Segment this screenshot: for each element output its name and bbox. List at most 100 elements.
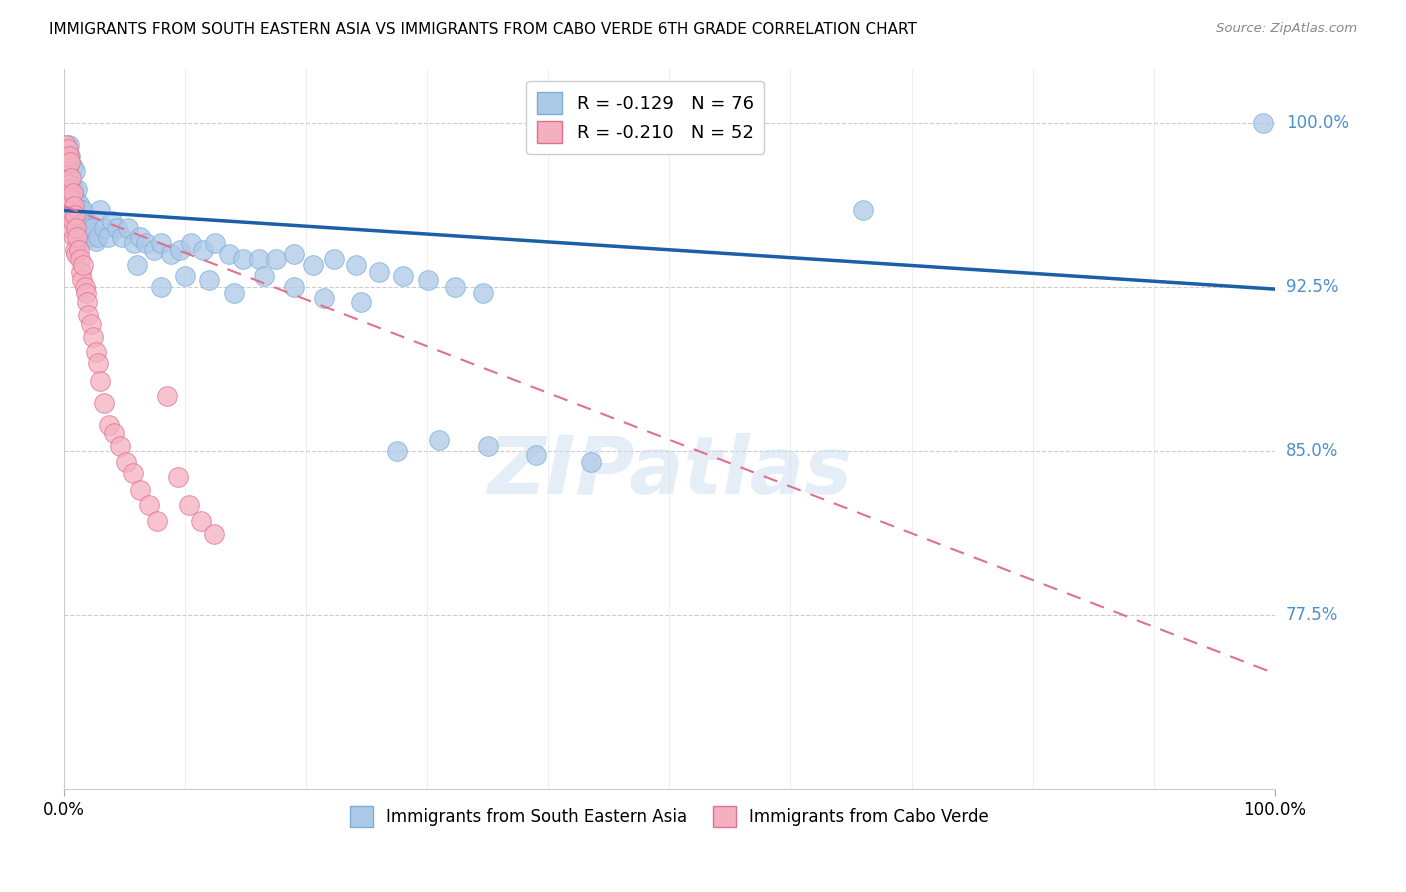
Text: 100.0%: 100.0% [1286, 114, 1348, 132]
Point [103, 426, 125, 441]
Point [63, 208, 86, 222]
Point [111, 229, 134, 244]
Point [427, 433, 450, 447]
Point [69, 252, 91, 266]
Point [97, 229, 120, 244]
Text: 77.5%: 77.5% [1286, 606, 1339, 624]
Point [55, 155, 77, 169]
Point [70, 265, 93, 279]
Point [283, 280, 305, 294]
Text: 92.5%: 92.5% [1286, 278, 1339, 296]
Point [124, 236, 146, 251]
Point [56, 164, 79, 178]
Point [1251, 116, 1274, 130]
Point [385, 443, 408, 458]
Point [58, 138, 80, 153]
Point [59, 181, 82, 195]
Point [59, 155, 82, 169]
Point [70, 203, 93, 218]
Point [60, 186, 83, 200]
Point [55, 138, 77, 153]
Text: IMMIGRANTS FROM SOUTH EASTERN ASIA VS IMMIGRANTS FROM CABO VERDE 6TH GRADE CORRE: IMMIGRANTS FROM SOUTH EASTERN ASIA VS IM… [49, 22, 917, 37]
Point [62, 193, 84, 207]
Point [62, 199, 84, 213]
Point [62, 203, 84, 218]
Point [247, 252, 270, 266]
Point [323, 252, 346, 266]
Point [66, 181, 89, 195]
Point [149, 236, 172, 251]
Point [63, 164, 86, 178]
Point [129, 483, 152, 497]
Point [53, 149, 76, 163]
Point [218, 247, 240, 261]
Point [477, 439, 499, 453]
Point [56, 160, 79, 174]
Point [149, 280, 172, 294]
Text: ZIPatlas: ZIPatlas [486, 434, 852, 511]
Point [174, 268, 197, 283]
Point [524, 448, 547, 462]
Point [62, 181, 84, 195]
Point [367, 265, 389, 279]
Point [82, 221, 104, 235]
Point [392, 268, 415, 283]
Point [180, 236, 202, 251]
Point [69, 236, 91, 251]
Point [166, 470, 188, 484]
Point [177, 498, 200, 512]
Point [444, 280, 467, 294]
Point [97, 417, 120, 432]
Point [82, 330, 104, 344]
Point [190, 514, 212, 528]
Point [80, 229, 103, 244]
Point [58, 199, 80, 213]
Point [159, 247, 181, 261]
Point [65, 247, 87, 261]
Point [59, 149, 82, 163]
Point [75, 229, 97, 244]
Point [350, 295, 373, 310]
Point [125, 258, 148, 272]
Point [65, 214, 87, 228]
Point [60, 193, 83, 207]
Point [60, 178, 83, 192]
Point [73, 280, 96, 294]
Point [579, 455, 602, 469]
Point [80, 317, 103, 331]
Legend: Immigrants from South Eastern Asia, Immigrants from Cabo Verde: Immigrants from South Eastern Asia, Immi… [342, 798, 997, 835]
Point [264, 252, 287, 266]
Point [344, 258, 367, 272]
Point [253, 268, 276, 283]
Point [314, 291, 336, 305]
Point [84, 345, 107, 359]
Point [202, 526, 225, 541]
Point [193, 243, 215, 257]
Point [60, 170, 83, 185]
Point [135, 236, 157, 251]
Point [77, 221, 100, 235]
Point [87, 356, 110, 370]
Point [122, 466, 145, 480]
Point [70, 273, 93, 287]
Point [62, 186, 84, 200]
Point [89, 203, 111, 218]
Point [66, 208, 89, 222]
Text: Source: ZipAtlas.com: Source: ZipAtlas.com [1216, 22, 1357, 36]
Point [67, 243, 90, 257]
Point [138, 498, 160, 512]
Point [59, 208, 82, 222]
Point [232, 252, 254, 266]
Point [108, 439, 131, 453]
Point [142, 243, 165, 257]
Point [852, 203, 875, 218]
Point [63, 243, 86, 257]
Point [75, 286, 97, 301]
Point [59, 170, 82, 185]
Point [105, 221, 128, 235]
Point [117, 221, 139, 235]
Point [471, 286, 494, 301]
Point [66, 229, 89, 244]
Point [76, 295, 98, 310]
Point [65, 221, 87, 235]
